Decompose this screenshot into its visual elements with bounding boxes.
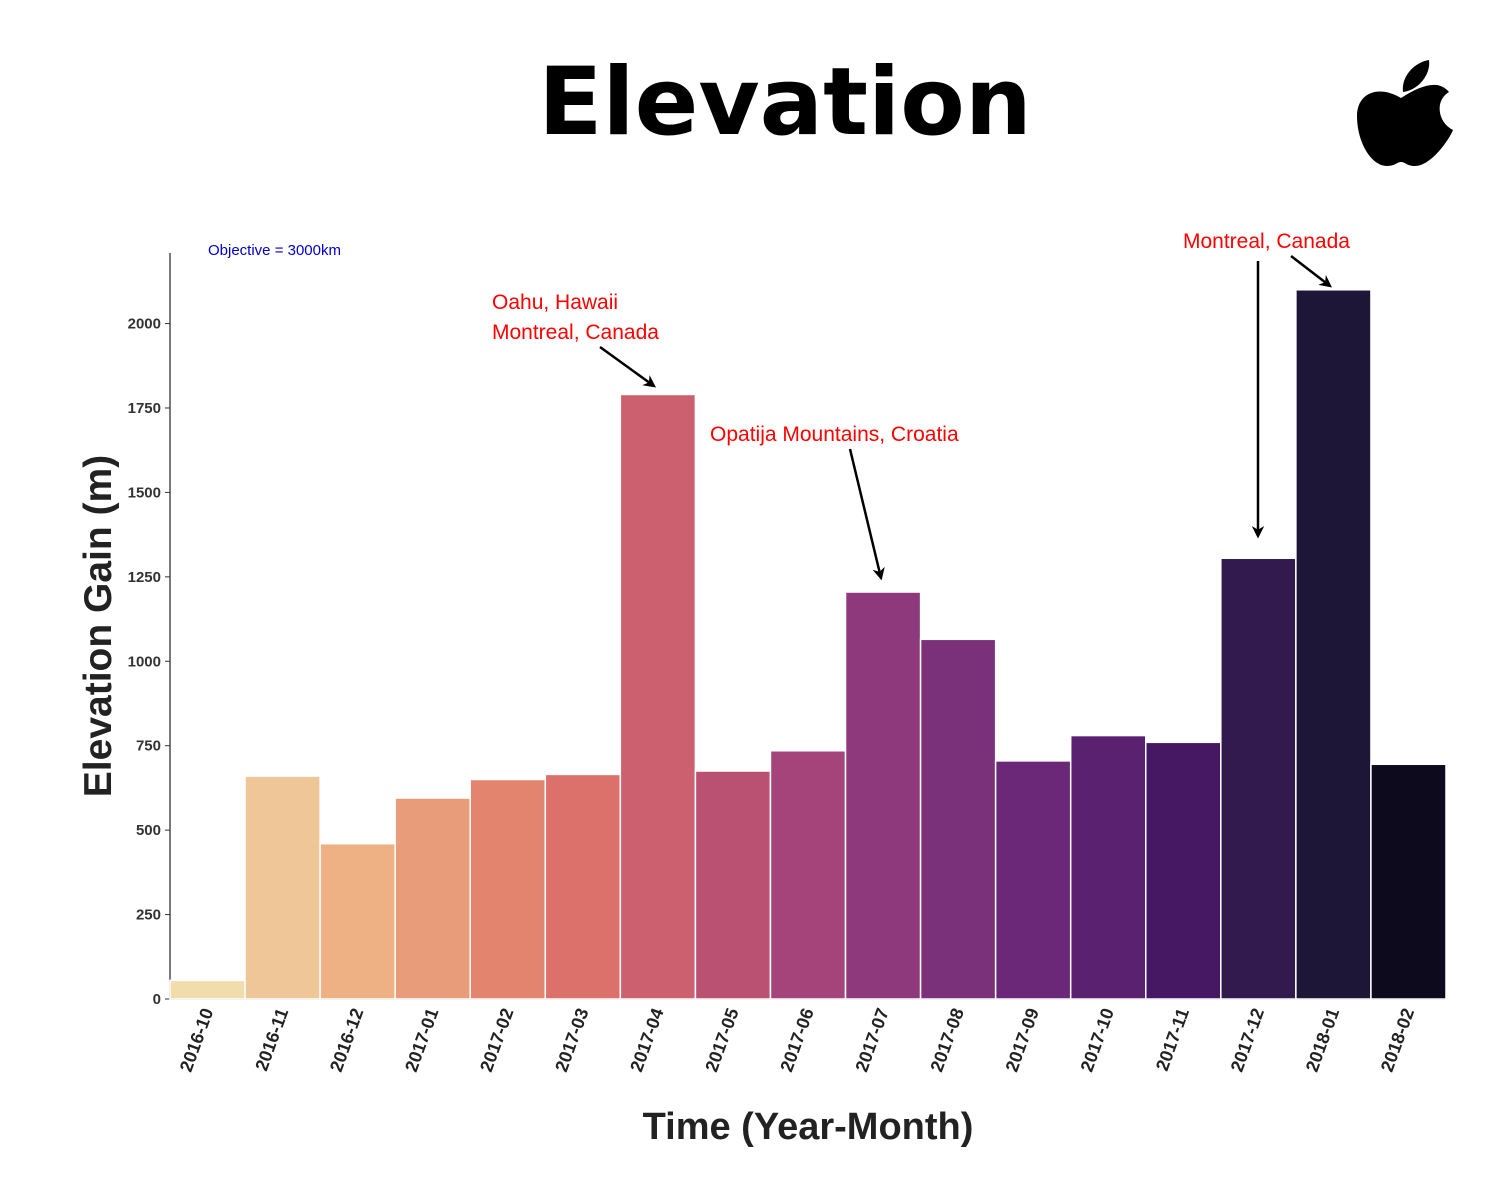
bar-2017-08 xyxy=(919,638,997,1000)
x-tick-label-2017-05: 2017-05 xyxy=(701,1006,742,1075)
bar-2017-05 xyxy=(694,770,772,1000)
y-tick-label: 1250 xyxy=(128,569,161,586)
bar-2018-02 xyxy=(1370,763,1447,1000)
bar-2017-09 xyxy=(994,760,1072,1000)
annotation-arrow-2017-04 xyxy=(599,345,657,388)
page-title: Elevation xyxy=(538,48,1032,157)
bar-2017-06 xyxy=(769,750,847,1000)
apple-logo-icon xyxy=(1357,60,1453,166)
annotation-arrow-2017-07 xyxy=(848,448,885,581)
x-tick-label-2017-07: 2017-07 xyxy=(851,1006,892,1075)
x-tick-label-2017-03: 2017-03 xyxy=(551,1006,592,1075)
y-tick-label: 1750 xyxy=(128,400,161,417)
x-tick-label-2017-11: 2017-11 xyxy=(1152,1006,1193,1074)
y-tick-label: 2000 xyxy=(128,316,161,333)
objective-label: Objective = 3000km xyxy=(208,242,341,259)
x-tick-label-2017-06: 2017-06 xyxy=(776,1006,817,1075)
x-tick-label-2017-10: 2017-10 xyxy=(1077,1006,1118,1075)
x-tick-label-2017-02: 2017-02 xyxy=(476,1006,517,1075)
y-axis-title: Elevation Gain (m) xyxy=(77,455,120,797)
x-axis-title: Time (Year-Month) xyxy=(643,1106,974,1148)
annotation-opatija: Opatija Mountains, Croatia xyxy=(710,423,959,446)
annotation-oahu-line2: Montreal, Canada xyxy=(492,321,659,344)
x-tick-label-2017-12: 2017-12 xyxy=(1227,1006,1268,1075)
bar-2017-01 xyxy=(394,797,471,1000)
bar-2016-11 xyxy=(244,775,321,1000)
x-tick-label-2017-09: 2017-09 xyxy=(1002,1006,1043,1075)
bar-2017-03 xyxy=(544,773,622,1000)
y-tick-label: 0 xyxy=(153,991,161,1008)
x-tick-label-2016-11: 2016-11 xyxy=(251,1006,292,1074)
y-tick-label: 1500 xyxy=(128,484,161,501)
bar-2016-12 xyxy=(319,842,396,1000)
x-tick-label-2016-10: 2016-10 xyxy=(176,1006,217,1075)
x-tick-label-2018-02: 2018-02 xyxy=(1377,1006,1418,1075)
bar-2017-07 xyxy=(844,591,922,1000)
bar-2018-01 xyxy=(1295,289,1372,1000)
x-tick-label-2017-04: 2017-04 xyxy=(626,1006,667,1075)
bar-2016-10 xyxy=(169,979,246,1000)
annotation-montreal: Montreal, Canada xyxy=(1183,230,1350,253)
bar-2017-10 xyxy=(1069,734,1147,1000)
y-tick-label: 1000 xyxy=(128,653,161,670)
bar-2017-11 xyxy=(1145,741,1222,1000)
bar-2017-02 xyxy=(469,778,547,1000)
x-tick-label-2017-08: 2017-08 xyxy=(926,1006,967,1075)
annotation-oahu-line1: Oahu, Hawaii xyxy=(492,291,618,314)
y-tick-label: 250 xyxy=(136,907,161,924)
x-tick-label-2018-01: 2018-01 xyxy=(1302,1006,1343,1075)
bar-2017-12 xyxy=(1220,557,1297,1000)
x-tick-label-2016-12: 2016-12 xyxy=(326,1006,367,1075)
annotation-arrow-2018-01 xyxy=(1290,255,1332,288)
bar-2017-04 xyxy=(619,393,697,1000)
x-tick-label-2017-01: 2017-01 xyxy=(401,1006,442,1075)
y-tick-label: 500 xyxy=(136,822,161,839)
y-tick-label: 750 xyxy=(136,738,161,755)
